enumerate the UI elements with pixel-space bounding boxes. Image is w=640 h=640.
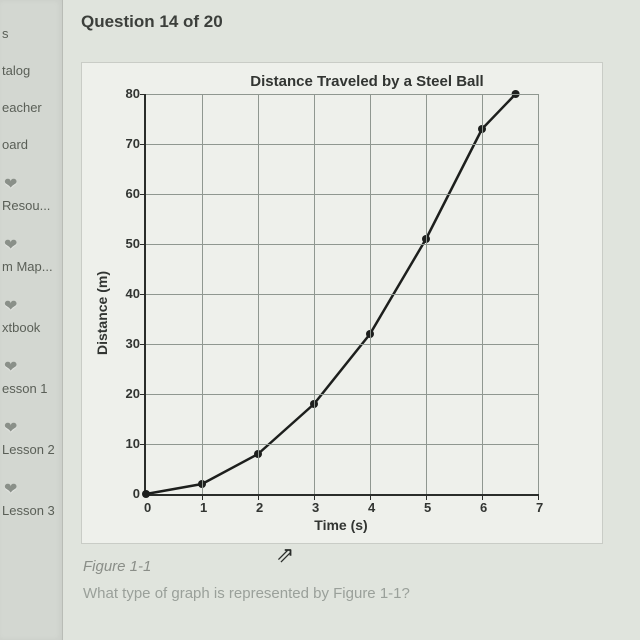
sidebar: s talog eacher oard ❤Resou... ❤m Map... … [0,0,63,640]
sidebar-item[interactable]: eacher [0,84,62,121]
figure-caption: Figure 1-1 [83,558,640,575]
sidebar-item-label: m Map... [2,259,53,274]
sidebar-item[interactable]: s [0,10,62,47]
question-text: What type of graph is represented by Fig… [83,585,640,602]
sidebar-item[interactable]: ❤ Lesson 3 [0,463,62,524]
heart-icon: ❤ [2,479,17,499]
heart-icon: ❤ [2,418,17,438]
sidebar-item[interactable]: ❤ Lesson 2 [0,402,62,463]
heart-icon: ❤ [2,296,17,316]
sidebar-item[interactable]: ❤ xtbook [0,280,62,341]
sidebar-item-label: xtbook [2,320,40,335]
question-number: Question 14 of 20 [81,12,640,32]
sidebar-item[interactable]: ❤ esson 1 [0,341,62,402]
sidebar-item[interactable]: ❤ m Map... [0,219,62,280]
x-axis-label: Time (s) [144,515,538,533]
heart-icon: ❤ [2,235,17,255]
main-content: Question 14 of 20 Distance Traveled by a… [63,0,640,640]
heart-icon: ❤ [2,174,17,194]
sidebar-item-label: talog [2,63,30,78]
chart-title: Distance Traveled by a Steel Ball [92,71,572,94]
sidebar-item-label: Resou... [2,198,50,213]
sidebar-item-label: s [2,26,9,41]
sidebar-item[interactable]: oard [0,121,62,158]
sidebar-item-label: esson 1 [2,381,48,396]
sidebar-item[interactable]: talog [0,47,62,84]
chart-plot-area [144,94,538,496]
y-axis-label: Distance (m) [92,271,112,355]
sidebar-item-label: eacher [2,100,42,115]
sidebar-item-label: Lesson 3 [2,503,55,518]
heart-icon: ❤ [2,357,17,377]
sidebar-item[interactable]: ❤ Resou... [0,158,62,219]
sidebar-item-label: oard [2,137,28,152]
sidebar-item-label: Lesson 2 [2,442,55,457]
chart-card: Distance Traveled by a Steel Ball Distan… [81,62,603,544]
